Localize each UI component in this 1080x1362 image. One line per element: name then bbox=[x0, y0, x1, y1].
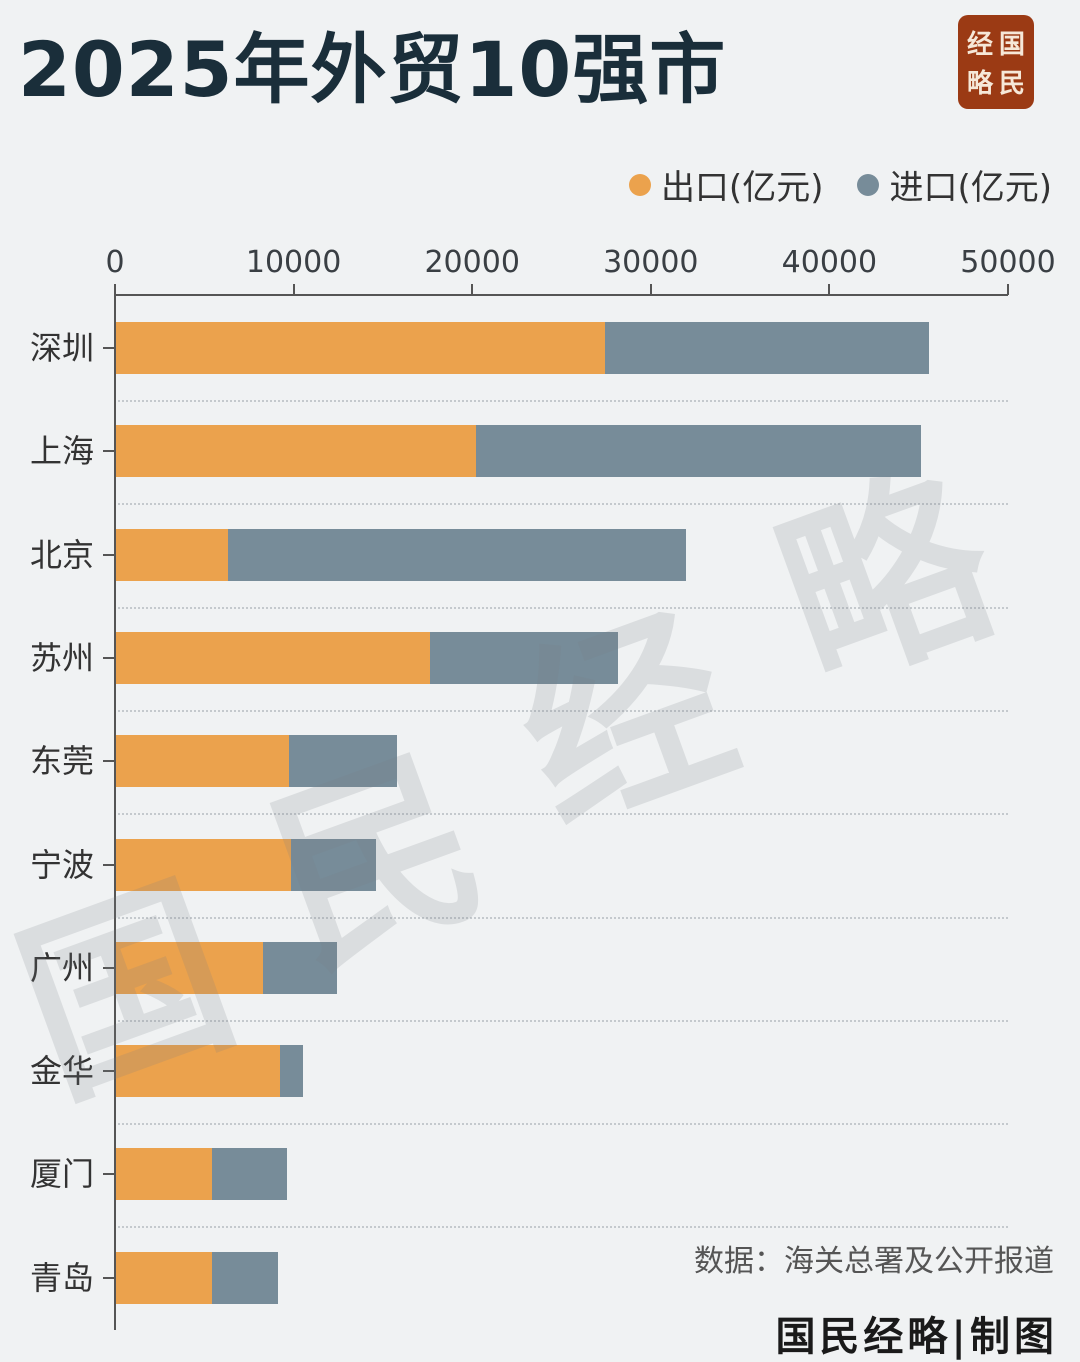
export-bar bbox=[116, 528, 228, 581]
export-bar bbox=[116, 941, 263, 994]
data-source: 数据：海关总署及公开报道 bbox=[694, 1244, 1054, 1279]
legend-item-import: 进口(亿元) bbox=[857, 160, 1052, 209]
bar-row: 青岛 bbox=[0, 1251, 1080, 1304]
bar-row: 深圳 bbox=[0, 322, 1080, 374]
import-bar bbox=[475, 425, 922, 478]
footer-credit: 国民经略|制图 bbox=[775, 1313, 1058, 1360]
x-tick-mark bbox=[471, 284, 474, 295]
x-tick-label: 10000 bbox=[245, 245, 342, 280]
x-axis-labels: 0 10000 20000 30000 40000 50000 bbox=[0, 245, 1080, 285]
y-axis-line bbox=[114, 294, 116, 1330]
row-separator bbox=[118, 606, 1008, 609]
x-tick-mark bbox=[649, 284, 652, 295]
logo-char: 经 bbox=[966, 30, 993, 60]
logo-char: 民 bbox=[998, 69, 1025, 99]
logo-char: 略 bbox=[966, 69, 993, 99]
row-separator bbox=[118, 709, 1008, 712]
x-axis-line bbox=[114, 294, 1008, 296]
brand-logo: 经 国 略 民 bbox=[958, 15, 1034, 109]
export-bar bbox=[116, 1045, 280, 1098]
y-tick-mark bbox=[103, 1070, 114, 1073]
category-label: 金华 bbox=[30, 1052, 95, 1091]
bar-row: 金华 bbox=[0, 1045, 1080, 1098]
import-bar bbox=[279, 1045, 303, 1098]
import-bar bbox=[227, 528, 686, 581]
import-bar bbox=[212, 1251, 278, 1304]
row-separator bbox=[118, 400, 1008, 402]
bar-row: 上海 bbox=[0, 425, 1080, 478]
export-bar bbox=[116, 322, 606, 374]
category-label: 上海 bbox=[30, 432, 95, 471]
x-tick-mark bbox=[828, 284, 831, 295]
legend-item-export: 出口(亿元) bbox=[628, 160, 824, 209]
legend-label: 进口(亿元) bbox=[889, 168, 1052, 208]
row-separator bbox=[118, 813, 1008, 816]
y-tick-mark bbox=[103, 656, 114, 659]
y-tick-mark bbox=[103, 347, 114, 349]
export-bar bbox=[116, 1251, 213, 1304]
bar-row: 宁波 bbox=[0, 838, 1080, 891]
category-label: 广州 bbox=[30, 948, 95, 987]
category-label: 厦门 bbox=[30, 1155, 95, 1194]
logo-char: 国 bbox=[998, 30, 1025, 60]
x-tick-label: 20000 bbox=[424, 245, 520, 280]
export-bar bbox=[116, 735, 290, 788]
x-tick-mark bbox=[1007, 284, 1009, 295]
export-dot-icon bbox=[628, 173, 651, 196]
bar-row: 东莞 bbox=[0, 735, 1080, 788]
watermark: 经 bbox=[491, 576, 761, 867]
export-bar bbox=[116, 631, 431, 684]
x-tick-label: 40000 bbox=[781, 245, 878, 280]
category-label: 北京 bbox=[30, 535, 95, 574]
import-bar bbox=[262, 941, 338, 994]
row-separator bbox=[118, 1019, 1008, 1022]
import-bar bbox=[289, 735, 397, 788]
row-separator bbox=[118, 916, 1008, 919]
import-bar bbox=[291, 838, 377, 891]
import-bar bbox=[212, 1148, 288, 1201]
y-tick-mark bbox=[103, 1276, 114, 1279]
export-bar bbox=[116, 1148, 213, 1201]
category-label: 苏州 bbox=[30, 638, 95, 677]
y-tick-mark bbox=[103, 553, 114, 556]
x-tick-label: 50000 bbox=[960, 245, 1056, 280]
legend-label: 出口(亿元) bbox=[660, 168, 824, 208]
category-label: 青岛 bbox=[30, 1258, 95, 1297]
import-dot-icon bbox=[857, 173, 880, 196]
import-bar bbox=[605, 322, 929, 374]
y-tick-mark bbox=[103, 966, 114, 969]
bar-row: 厦门 bbox=[0, 1148, 1080, 1201]
y-tick-mark bbox=[103, 863, 114, 866]
y-tick-mark bbox=[103, 1173, 114, 1176]
category-label: 深圳 bbox=[30, 329, 95, 367]
row-separator bbox=[118, 1226, 1008, 1229]
export-bar bbox=[116, 425, 476, 478]
chart-legend: 出口(亿元) 进口(亿元) bbox=[628, 160, 1052, 209]
y-tick-mark bbox=[103, 760, 114, 763]
x-tick-mark bbox=[114, 284, 116, 295]
chart-title: 2025年外贸10强市 bbox=[18, 25, 727, 114]
import-bar bbox=[430, 631, 618, 684]
export-bar bbox=[116, 838, 292, 891]
y-tick-mark bbox=[103, 450, 114, 453]
bar-row: 北京 bbox=[0, 528, 1080, 581]
row-separator bbox=[118, 503, 1008, 506]
bar-row: 苏州 bbox=[0, 631, 1080, 684]
x-tick-mark bbox=[292, 284, 295, 295]
category-label: 宁波 bbox=[30, 845, 95, 884]
row-separator bbox=[118, 1123, 1008, 1126]
bar-row: 广州 bbox=[0, 941, 1080, 994]
category-label: 东莞 bbox=[30, 742, 95, 781]
x-tick-label: 0 bbox=[105, 245, 125, 280]
x-tick-label: 30000 bbox=[603, 245, 699, 280]
